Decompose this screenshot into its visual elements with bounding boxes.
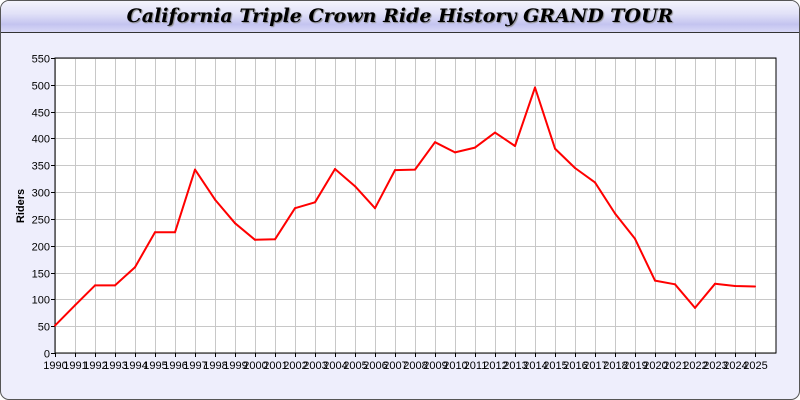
x-tick-label: 1994 <box>123 360 147 372</box>
data-point <box>154 231 156 234</box>
data-point <box>594 181 596 184</box>
data-point <box>434 141 436 144</box>
data-point <box>74 304 76 307</box>
x-tick-label: 2005 <box>343 360 367 372</box>
series-line <box>54 86 756 327</box>
x-tick-label: 1996 <box>163 360 187 372</box>
x-tick-label: 2020 <box>643 360 667 372</box>
x-tick-label: 1999 <box>223 360 247 372</box>
data-point <box>114 284 116 287</box>
x-tick-label: 2018 <box>603 360 627 372</box>
y-tick-label: 250 <box>32 215 50 227</box>
x-tick-label: 2004 <box>323 360 347 372</box>
data-point <box>454 151 456 154</box>
x-tick-label: 2000 <box>243 360 267 372</box>
data-point <box>414 168 416 171</box>
x-tick-label: 2024 <box>723 360 747 372</box>
data-point <box>354 185 356 188</box>
data-point <box>94 284 96 287</box>
y-tick-label: 450 <box>32 108 50 120</box>
x-tick-label: 2006 <box>363 360 387 372</box>
x-tick-label: 2003 <box>303 360 327 372</box>
y-axis-label: Riders <box>15 189 27 223</box>
x-tick-label: 2013 <box>503 360 527 372</box>
data-point <box>494 131 496 134</box>
y-tick-label: 300 <box>32 188 50 200</box>
x-tick-label: 1992 <box>83 360 107 372</box>
x-tick-label: 1995 <box>143 360 167 372</box>
x-tick-label: 2015 <box>543 360 567 372</box>
data-point <box>534 86 536 89</box>
x-tick-label: 2012 <box>483 360 507 372</box>
data-point <box>214 198 216 201</box>
data-point <box>254 238 256 241</box>
x-tick-label: 2010 <box>443 360 467 372</box>
data-point <box>54 324 56 327</box>
chart-title: California Triple Crown Ride History GRA… <box>126 5 674 27</box>
x-tick-label: 2001 <box>263 360 287 372</box>
data-point <box>134 266 136 269</box>
x-tick-label: 2023 <box>703 360 727 372</box>
data-point <box>314 201 316 204</box>
data-point <box>274 238 276 241</box>
data-point <box>714 282 716 285</box>
x-tick-label: 2017 <box>583 360 607 372</box>
data-point <box>654 279 656 282</box>
x-tick-label: 2022 <box>683 360 707 372</box>
x-tick-label: 1997 <box>183 360 207 372</box>
data-point <box>334 168 336 170</box>
data-point <box>374 207 376 210</box>
data-point <box>674 283 676 286</box>
x-tick-label: 2002 <box>283 360 307 372</box>
x-tick-label: 2007 <box>383 360 407 372</box>
y-tick-label: 200 <box>32 242 50 254</box>
x-axis: 1990199119921993199419951996199719981999… <box>43 353 768 372</box>
y-tick-label: 350 <box>32 161 50 173</box>
x-tick-label: 2011 <box>464 360 488 372</box>
y-tick-label: 150 <box>32 269 50 281</box>
data-point <box>234 222 236 225</box>
data-point <box>174 231 176 234</box>
data-point <box>574 167 576 169</box>
y-tick-label: 550 <box>32 54 50 66</box>
title-bar: California Triple Crown Ride History GRA… <box>1 1 799 33</box>
y-tick-label: 500 <box>32 81 50 93</box>
x-tick-label: 1990 <box>43 360 67 372</box>
y-tick-label: 50 <box>38 322 50 334</box>
x-tick-label: 2019 <box>623 360 647 372</box>
data-point <box>294 207 296 210</box>
x-tick-label: 2009 <box>423 360 447 372</box>
x-tick-label: 2016 <box>563 360 587 372</box>
data-point <box>734 285 736 287</box>
data-point <box>394 169 396 172</box>
y-tick-label: 0 <box>44 349 50 361</box>
data-point <box>194 168 196 171</box>
y-tick-label: 100 <box>32 295 50 307</box>
x-tick-label: 1998 <box>203 360 227 372</box>
x-tick-label: 2025 <box>743 360 767 372</box>
data-point <box>474 146 476 149</box>
data-point <box>614 212 616 215</box>
data-point <box>554 147 556 150</box>
data-point <box>514 145 516 147</box>
x-tick-label: 1993 <box>103 360 127 372</box>
data-point <box>694 306 696 309</box>
y-axis: 0 50 100 150 200 250 300 350 400 450 500 550 <box>32 54 55 361</box>
series <box>54 86 756 327</box>
x-tick-label: 2008 <box>403 360 427 372</box>
x-tick-label: 2014 <box>523 360 547 372</box>
y-tick-label: 400 <box>32 134 50 146</box>
x-tick-label: 2021 <box>663 360 687 372</box>
data-point <box>634 237 636 240</box>
x-tick-label: 1991 <box>63 360 87 372</box>
data-point <box>754 285 756 288</box>
